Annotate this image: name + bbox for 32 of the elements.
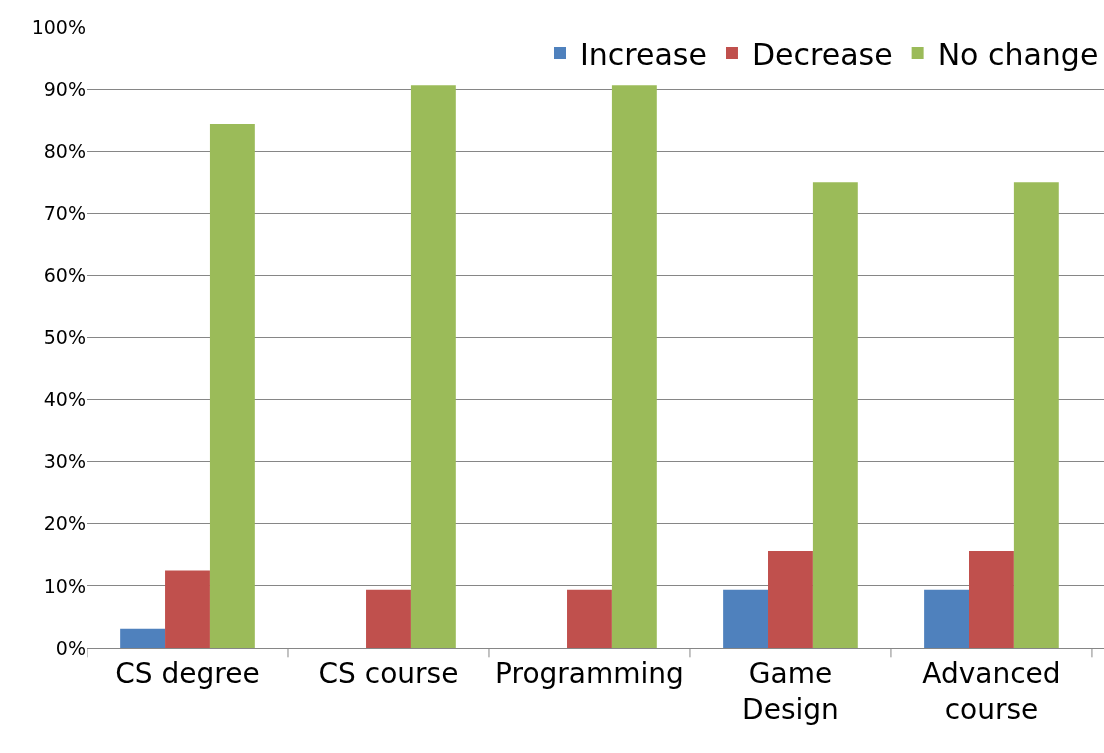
bar [567, 589, 612, 648]
y-tick-label: 40% [43, 388, 86, 411]
bar [1013, 182, 1059, 648]
y-tick-label: 90% [43, 77, 86, 100]
bar [366, 589, 411, 648]
bar [120, 628, 166, 648]
y-tick-label: 60% [43, 264, 86, 287]
legend-label: Increase [580, 36, 707, 72]
y-tick-label: 80% [43, 139, 86, 162]
bar [723, 589, 769, 648]
y-tick-label: 20% [43, 512, 86, 535]
x-tick-label: CS degree [115, 656, 260, 690]
y-tick-label: 50% [43, 326, 86, 349]
y-tick-label: 70% [43, 201, 86, 224]
bar [924, 589, 969, 648]
y-tick-label: 0% [55, 636, 86, 659]
x-tick-label: Advanced course [922, 656, 1061, 726]
y-tick-label: 30% [43, 450, 86, 473]
bar [768, 551, 813, 648]
bar [410, 85, 456, 648]
legend-label: No change [937, 36, 1099, 72]
bar [969, 551, 1014, 648]
bar [812, 182, 858, 648]
bar [165, 570, 210, 648]
y-tick-label: 10% [43, 574, 86, 597]
x-tick-label: Programming [495, 656, 684, 690]
x-tick-label: Game Design [742, 656, 839, 726]
bar [209, 123, 255, 648]
legend-label: Decrease [751, 36, 893, 72]
x-tick-label: CS course [318, 656, 459, 690]
y-tick-label: 100% [31, 15, 86, 38]
bar [611, 85, 657, 648]
